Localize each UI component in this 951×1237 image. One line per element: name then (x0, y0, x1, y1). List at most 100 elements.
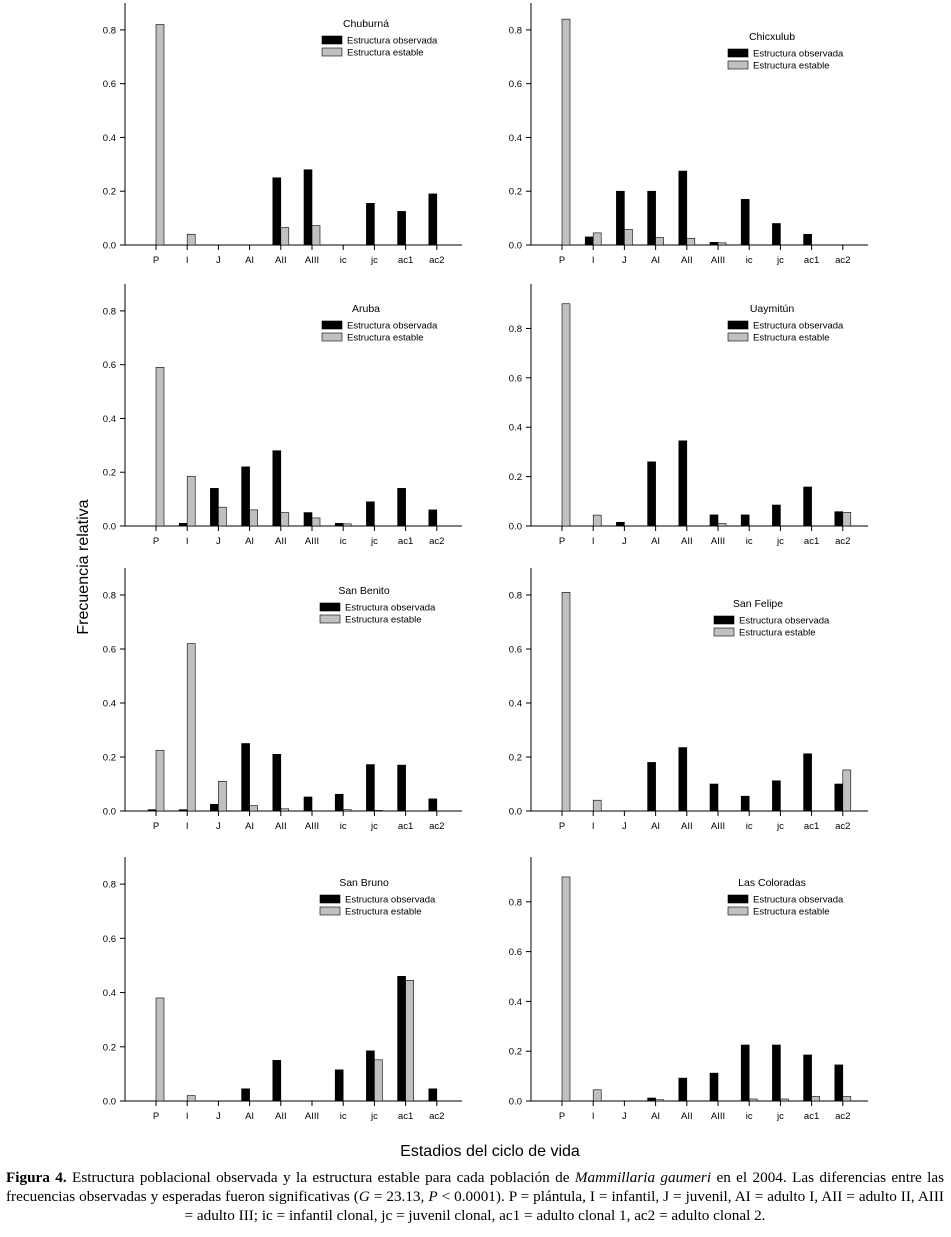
bar-observed-ic (740, 198, 750, 246)
bar-observed-AII (272, 753, 282, 812)
x-tick-label-AIII: AIII (305, 821, 319, 832)
x-tick-label-AII: AII (275, 1111, 287, 1122)
x-tick-label-AIII: AIII (711, 536, 725, 547)
bar-stable-ac2 (842, 512, 852, 527)
bar-observed-ic (334, 1069, 344, 1102)
x-tick-label-J: J (216, 536, 221, 547)
chart-panel-5: 0.0 0.2 0.4 0.6 0.8 P I J AI AII AIII ic jc ac1 ac2 San… (103, 568, 462, 832)
x-tick-label-AII: AII (681, 821, 693, 832)
legend-swatch-observed (319, 602, 341, 612)
bar-stable-I (186, 233, 196, 246)
bar-observed-ic (740, 514, 750, 527)
bar-stable-P (155, 24, 165, 246)
bar-observed-AI (647, 190, 656, 246)
bar-observed-jc (772, 223, 781, 246)
bar-stable-I (592, 232, 602, 246)
x-tick-label-I: I (186, 536, 189, 547)
legend-label-observed: Estructura observada (753, 321, 844, 332)
chart-title: Uaymitún (750, 303, 795, 315)
legend-swatch-stable (321, 47, 343, 57)
y-tick-label: 0.4 (509, 423, 522, 434)
x-tick-label-ic: ic (340, 255, 347, 266)
x-tick-label-ac2: ac2 (429, 255, 444, 266)
y-tick-label: 0.4 (103, 699, 116, 710)
bar-observed-AIII (303, 169, 313, 246)
bar-stable-J (218, 506, 227, 527)
y-tick-label: 0.0 (103, 1097, 116, 1108)
x-tick-label-AIII: AIII (711, 821, 725, 832)
x-tick-label-P: P (153, 536, 159, 547)
bar-stable-ac2 (842, 769, 852, 812)
legend-label-observed: Estructura observada (347, 321, 438, 332)
legend-swatch-observed (727, 894, 749, 904)
x-tick-label-P: P (559, 821, 565, 832)
bar-observed-AI (241, 1088, 250, 1102)
x-tick-label-jc: jc (776, 821, 784, 832)
chart-panel-8: 0.0 0.2 0.4 0.6 0.8 P I J AI AII AIII ic jc ac1 ac2 Las… (509, 857, 868, 1122)
x-tick-label-AI: AI (651, 821, 660, 832)
chart-panel-4: 0.0 0.2 0.4 0.6 0.8 P I J AI AII AIII ic jc ac1 ac2 Uay… (509, 284, 868, 547)
legend-label-observed: Estructura observada (345, 895, 436, 906)
bar-stable-AII (280, 808, 290, 812)
y-tick-label: 0.2 (103, 187, 116, 198)
bar-stable-jc (374, 810, 383, 812)
x-tick-label-AII: AII (275, 536, 287, 547)
bar-stable-AI (655, 237, 664, 246)
bar-observed-AIII (709, 1072, 719, 1102)
legend-label-stable: Estructura estable (345, 615, 422, 626)
x-axis-label: Estadios del ciclo de vida (400, 1143, 580, 1160)
bar-stable-J (624, 229, 633, 246)
y-tick-label: 0.0 (509, 241, 522, 252)
y-tick-label: 0.6 (509, 79, 522, 90)
bar-observed-AII (678, 1077, 688, 1102)
bar-observed-ac1 (803, 1054, 812, 1102)
bar-observed-ac2 (428, 509, 438, 527)
bar-stable-P (155, 749, 165, 812)
bar-observed-ac1 (803, 233, 812, 246)
y-tick-label: 0.8 (103, 591, 116, 602)
bar-stable-AII (280, 512, 290, 527)
bar-stable-AII (280, 227, 290, 246)
y-tick-label: 0.0 (509, 522, 522, 533)
y-tick-label: 0.8 (103, 25, 116, 36)
bar-observed-AII (272, 450, 282, 527)
bar-stable-P (155, 997, 165, 1102)
x-tick-label-J: J (622, 821, 627, 832)
chart-title: Aruba (352, 303, 380, 315)
x-tick-label-I: I (592, 821, 595, 832)
figure-caption: Figura 4. Estructura poblacional observa… (6, 1168, 944, 1225)
legend-swatch-stable (321, 332, 343, 342)
legend-label-stable: Estructura estable (753, 333, 830, 344)
x-tick-label-ac2: ac2 (835, 255, 850, 266)
caption-species: Mammillaria gaumeri (574, 1169, 712, 1186)
bar-observed-jc (772, 1044, 781, 1102)
y-tick-label: 0.8 (509, 591, 522, 602)
x-tick-label-J: J (216, 821, 221, 832)
y-tick-label: 0.0 (103, 241, 116, 252)
x-tick-label-jc: jc (776, 1111, 784, 1122)
legend-swatch-stable (713, 627, 735, 637)
y-tick-label: 0.6 (103, 79, 116, 90)
bar-observed-AII (272, 1060, 282, 1102)
x-tick-label-J: J (622, 1111, 627, 1122)
bar-observed-ac2 (834, 783, 844, 812)
x-tick-label-AII: AII (275, 255, 287, 266)
x-tick-label-ac2: ac2 (835, 821, 850, 832)
bar-observed-AI (241, 743, 250, 812)
legend-swatch-observed (321, 320, 343, 330)
legend-swatch-observed (713, 615, 735, 625)
bar-stable-ac1 (405, 980, 414, 1102)
x-tick-label-P: P (153, 255, 159, 266)
bar-observed-jc (366, 203, 375, 246)
x-tick-label-ac1: ac1 (804, 1111, 819, 1122)
bar-observed-ac1 (803, 753, 812, 812)
y-tick-label: 0.6 (509, 373, 522, 384)
caption-label: Figura 4. (6, 1169, 67, 1186)
x-tick-label-ac1: ac1 (398, 536, 413, 547)
x-tick-label-P: P (153, 821, 159, 832)
x-tick-label-ac2: ac2 (429, 821, 444, 832)
x-tick-label-J: J (622, 255, 627, 266)
x-tick-label-AIII: AIII (305, 1111, 319, 1122)
chart-title: San Felipe (733, 598, 783, 610)
x-tick-label-ac2: ac2 (835, 1111, 850, 1122)
